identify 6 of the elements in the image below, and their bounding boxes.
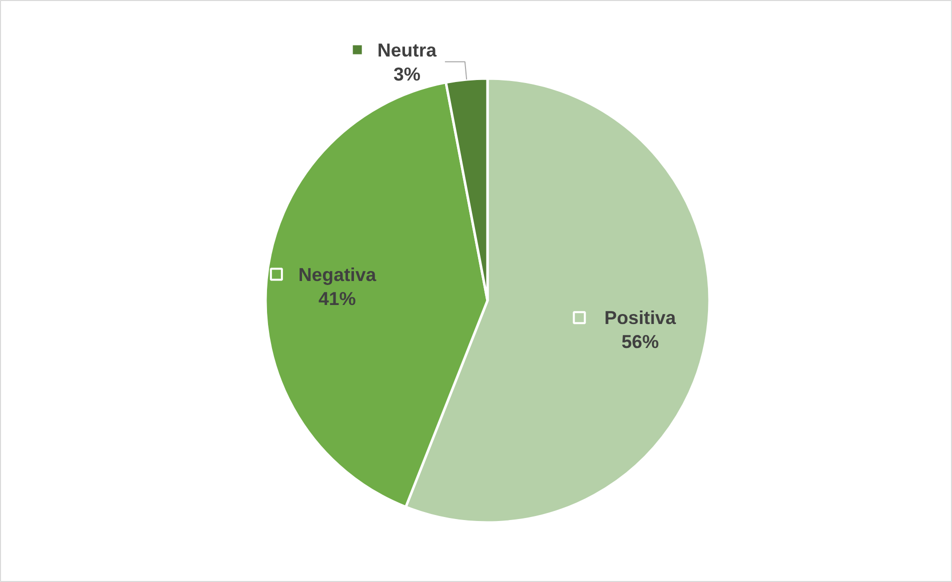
data-label: 41% [318, 288, 356, 309]
data-label: 3% [393, 63, 421, 84]
data-label: 56% [621, 331, 660, 352]
legend-label: Negativa [298, 264, 377, 285]
legend-label: Neutra [377, 39, 438, 60]
legend-label: Positiva [604, 307, 677, 328]
